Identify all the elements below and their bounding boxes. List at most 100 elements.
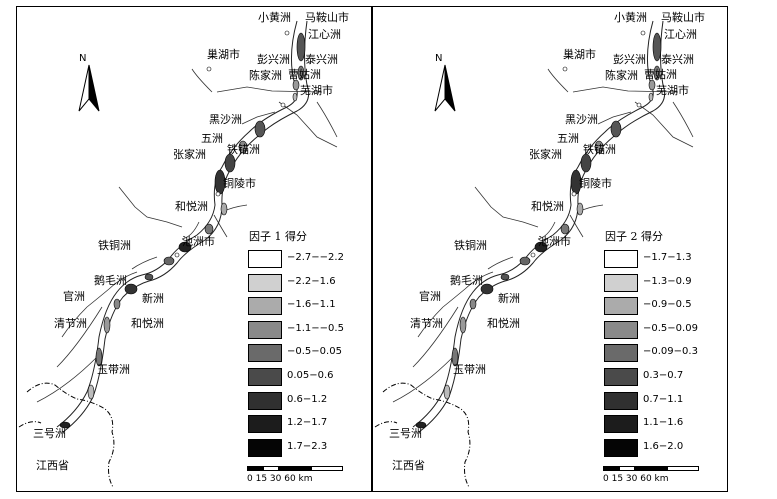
legend-label: −0.5−0.09 <box>643 322 698 334</box>
river-channel <box>56 20 310 433</box>
label-wuhu: 芜湖市 <box>656 84 689 97</box>
legend-swatch <box>248 415 282 434</box>
label-qingjiezhou: 清节洲 <box>54 317 87 330</box>
label-wuzhou: 五洲 <box>557 132 579 145</box>
north-arrow-icon <box>434 64 456 112</box>
legend-label: −0.09−0.3 <box>643 346 698 358</box>
legend-swatch <box>248 320 282 339</box>
label-guanzhou: 官洲 <box>419 290 441 303</box>
legend-item: 1.6−2.0 <box>604 438 724 457</box>
legend-item: −2.2−1.6 <box>248 273 368 292</box>
legend-label: 1.2−1.7 <box>287 417 328 429</box>
legend-label: 1.6−2.0 <box>643 440 684 452</box>
legend-item: −0.9−0.5 <box>604 297 724 316</box>
label-heishazhou: 黑沙洲 <box>565 113 598 126</box>
legend-label: −1.1−−0.5 <box>287 322 344 334</box>
legend-item: 0.6−1.2 <box>248 391 368 410</box>
label-yudaizhou: 玉带洲 <box>453 363 486 376</box>
legend-swatch <box>604 320 638 339</box>
legend-label: 0.3−0.7 <box>643 370 684 381</box>
legend-swatch <box>604 250 638 268</box>
legend-swatch <box>248 273 282 292</box>
label-tongling: 铜陵市 <box>579 177 612 190</box>
label-emaozhou: 鹅毛洲 <box>94 274 127 287</box>
label-jiangxinzhou: 江心洲 <box>308 28 341 41</box>
map-panel-factor2: N 小黄洲 马鞍山市 江心洲 巢湖市 彭兴洲 泰兴洲 陈家洲 曹姑洲 芜湖市 黑… <box>372 6 728 492</box>
legend-item: −0.5−0.05 <box>248 344 368 363</box>
label-heyuezhou-low: 和悦洲 <box>131 317 164 330</box>
label-tongling: 铜陵市 <box>223 177 256 190</box>
legend-item: −0.09−0.3 <box>604 344 724 363</box>
province-boundary <box>382 382 471 488</box>
label-xinzhou: 新洲 <box>498 292 520 305</box>
legend-label: 1.1−1.6 <box>643 417 684 429</box>
label-wuzhou: 五洲 <box>201 132 223 145</box>
islands <box>415 32 662 429</box>
river-map <box>18 20 338 488</box>
legend-item: 0.05−0.6 <box>248 368 368 386</box>
scale-ticks: 0 15 30 60 km <box>603 474 669 484</box>
legend-item: −2.7−−2.2 <box>248 250 368 268</box>
label-chaohu: 巢湖市 <box>563 48 596 61</box>
legend-item: −1.1−−0.5 <box>248 320 368 339</box>
legend-label: −1.7−1.3 <box>643 252 692 263</box>
legend-swatch <box>604 273 638 292</box>
scale-bar: 0 15 30 60 km <box>603 466 699 488</box>
label-jiangxi: 江西省 <box>392 459 425 472</box>
legend-item: 1.7−2.3 <box>248 438 368 457</box>
legend-title: 因子 2 得分 <box>605 230 663 243</box>
label-heyuezhou-low: 和悦洲 <box>487 317 520 330</box>
label-zhangjiazhou: 张家洲 <box>173 148 206 161</box>
legend-label: −1.3−0.9 <box>643 275 692 287</box>
islands <box>59 32 306 429</box>
legend-swatch <box>248 344 282 363</box>
label-caoguzhou: 曹姑洲 <box>644 68 677 81</box>
legend-title: 因子 1 得分 <box>249 230 307 243</box>
label-tieliuzhou: 铁锚洲 <box>583 143 616 156</box>
label-sanhaozhou: 三号洲 <box>33 427 66 440</box>
legend-item: −1.6−1.1 <box>248 297 368 316</box>
legend-item: 1.2−1.7 <box>248 415 368 434</box>
legend-swatch <box>604 415 638 434</box>
label-chenjiazhou: 陈家洲 <box>605 69 638 82</box>
tributaries <box>392 68 694 403</box>
label-maanshan: 马鞍山市 <box>661 11 705 24</box>
legend-swatch <box>604 391 638 410</box>
legend-label: −2.7−−2.2 <box>287 252 344 263</box>
north-arrow-icon <box>78 64 100 112</box>
legend-label: 0.6−1.2 <box>287 393 328 405</box>
legend-label: −1.6−1.1 <box>287 299 336 311</box>
label-chaohu: 巢湖市 <box>207 48 240 61</box>
legend-swatch <box>604 368 638 386</box>
label-chizhou: 池洲市 <box>182 235 215 248</box>
label-jiangxi: 江西省 <box>36 459 69 472</box>
label-maanshan: 马鞍山市 <box>305 11 349 24</box>
label-tietongzhou: 铁铜洲 <box>454 239 487 252</box>
legend-label: 0.7−1.1 <box>643 393 684 405</box>
label-sanhaozhou: 三号洲 <box>389 427 422 440</box>
legend-swatch <box>248 368 282 386</box>
legend-item: −0.5−0.09 <box>604 320 724 339</box>
north-label: N <box>79 53 87 64</box>
map-panel-factor1: N 小黄洲 马鞍山市 江心洲 巢湖市 彭兴洲 泰兴洲 陈家洲 曹姑洲 芜湖市 黑… <box>16 6 372 492</box>
legend-label: −2.2−1.6 <box>287 275 336 287</box>
legend-swatch <box>248 391 282 410</box>
label-guanzhou: 官洲 <box>63 290 85 303</box>
city-markers <box>174 30 290 258</box>
legend-swatch <box>248 297 282 316</box>
label-chenjiazhou: 陈家洲 <box>249 69 282 82</box>
legend-item: 0.3−0.7 <box>604 368 724 386</box>
legend-swatch <box>604 297 638 316</box>
label-tieliuzhou: 铁锚洲 <box>227 143 260 156</box>
label-xiaohuangzhou: 小黄洲 <box>614 11 647 24</box>
city-markers <box>530 30 646 258</box>
label-taixingzhou: 泰兴洲 <box>305 53 338 66</box>
legend-item: −1.7−1.3 <box>604 250 724 268</box>
label-xiaohuangzhou: 小黄洲 <box>258 11 291 24</box>
legend-item: −1.3−0.9 <box>604 273 724 292</box>
label-wuhu: 芜湖市 <box>300 84 333 97</box>
label-xinzhou: 新洲 <box>142 292 164 305</box>
legend-label: 0.05−0.6 <box>287 370 334 381</box>
legend-swatch <box>248 250 282 268</box>
river-channel <box>412 20 666 433</box>
